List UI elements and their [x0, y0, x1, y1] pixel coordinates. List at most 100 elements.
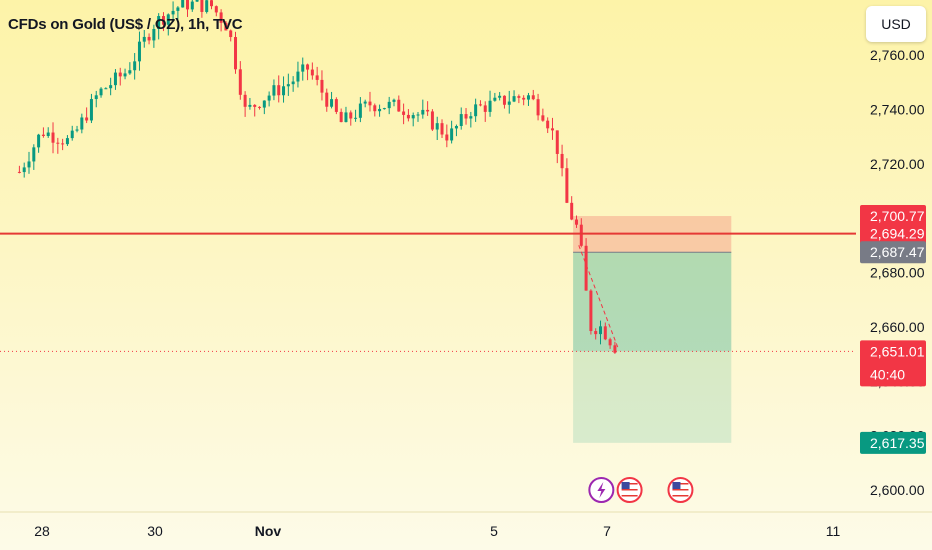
candle-body — [421, 109, 425, 115]
candle-body — [291, 81, 295, 85]
event-markers[interactable] — [588, 477, 694, 503]
us-flag-icon[interactable] — [616, 477, 643, 503]
flag-stripe — [672, 495, 689, 497]
target-price-tag: 2,617.35 — [870, 435, 925, 451]
candle-body — [536, 99, 540, 116]
candle-body — [128, 70, 132, 74]
lightning-icon[interactable] — [588, 477, 615, 503]
us-flag-icon[interactable] — [667, 477, 694, 503]
candle-body — [301, 64, 305, 72]
candle-body — [315, 75, 319, 80]
candle-body — [123, 73, 127, 77]
lightning-shape — [597, 482, 606, 498]
profit-zone-remaining[interactable] — [573, 351, 732, 443]
time-tick-label: 28 — [34, 523, 50, 539]
entry-price-tag: 2,687.47 — [870, 244, 925, 260]
candle-body — [570, 202, 574, 220]
candle-body — [258, 106, 262, 108]
candle-body — [200, 0, 204, 12]
time-tick-label: 30 — [147, 523, 163, 539]
candle-body — [526, 95, 530, 100]
candle-body — [17, 171, 21, 173]
candle-body — [310, 69, 314, 76]
candle-body — [517, 96, 521, 98]
time-axis[interactable]: 2830Nov571113 — [34, 523, 932, 539]
candle-body — [603, 326, 607, 340]
candle-body — [546, 120, 550, 129]
candle-body — [85, 117, 89, 121]
candle-body — [522, 97, 526, 100]
candle-body — [277, 85, 281, 96]
last-price-tag-bg — [860, 340, 926, 387]
position-zones[interactable] — [573, 216, 732, 443]
candle-body — [320, 79, 324, 93]
candle-body — [70, 130, 74, 139]
candle-body — [157, 16, 161, 29]
candle-body — [430, 111, 434, 130]
price-tick-label: 2,660.00 — [870, 319, 925, 335]
candle-body — [219, 12, 223, 23]
profit-zone-filled[interactable] — [573, 252, 732, 352]
currency-button[interactable]: USD — [866, 6, 926, 42]
candle-body — [272, 85, 276, 96]
candle-body — [330, 99, 334, 107]
candle-body — [185, 0, 189, 10]
candle-body — [502, 95, 506, 105]
candle-body — [248, 104, 252, 107]
candle-body — [493, 97, 497, 101]
candle-body — [574, 219, 578, 225]
flag-stripe — [672, 489, 689, 491]
candle-body — [56, 142, 60, 144]
candle-body — [22, 167, 26, 173]
level-price-tag: 2,694.29 — [870, 226, 925, 242]
candle-body — [214, 6, 218, 13]
flag-stripe — [621, 492, 638, 494]
level-lines — [0, 232, 856, 352]
price-axis[interactable]: 2,600.002,620.002,640.002,660.002,680.00… — [870, 47, 925, 498]
price-tick-label: 2,740.00 — [870, 101, 925, 117]
candle-body — [334, 99, 338, 112]
flag-stripe — [621, 489, 638, 491]
chart-title: CFDs on Gold (US$ / OZ), 1h, TVC — [8, 16, 243, 33]
candle-body — [89, 99, 93, 121]
candle-body — [152, 28, 156, 41]
candle-body — [147, 36, 151, 41]
candle-body — [190, 1, 194, 10]
candle-body — [349, 112, 353, 119]
candle-body — [373, 105, 377, 112]
candle-body — [382, 108, 386, 110]
candle-body — [282, 86, 286, 96]
trend-projection — [578, 245, 619, 349]
candle-body — [363, 101, 367, 104]
candle-body — [560, 153, 564, 169]
candle-body — [325, 92, 329, 107]
candle-body — [238, 69, 242, 95]
candle-body — [541, 115, 545, 121]
candle-body — [75, 129, 79, 131]
level-price-tag-bg — [860, 222, 926, 245]
flag-canton — [672, 482, 681, 489]
candle-body — [113, 72, 117, 86]
flag-canton — [621, 482, 630, 489]
candle-body — [555, 130, 559, 154]
stop-price-tag: 2,700.77 — [870, 208, 925, 224]
time-tick-label: Nov — [255, 523, 282, 539]
candle-body — [205, 0, 209, 12]
candle-body — [181, 0, 185, 8]
candle-body — [234, 37, 238, 70]
candle-body — [459, 114, 463, 126]
candle-body — [166, 14, 170, 25]
time-tick-label: 7 — [603, 523, 611, 539]
candle-body — [440, 123, 444, 135]
candle-body — [224, 22, 228, 31]
price-tick-label: 2,680.00 — [870, 265, 925, 281]
candle-body — [378, 108, 382, 112]
candle-body — [531, 95, 535, 100]
candle-body — [61, 143, 65, 145]
candle-body — [402, 111, 406, 115]
candle-body — [171, 10, 175, 15]
candle-body — [344, 112, 348, 123]
candle-body — [253, 104, 257, 107]
candle-body — [32, 147, 36, 162]
